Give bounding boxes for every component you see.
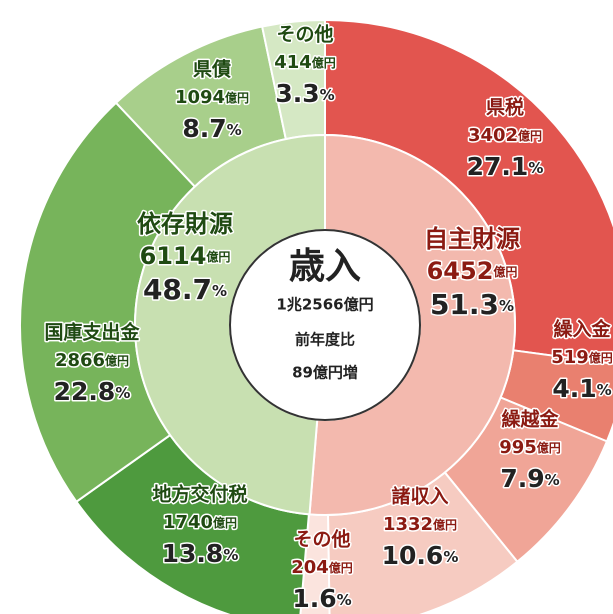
category-label: 依存財源 [137, 210, 233, 238]
category-label: 県税 [486, 96, 524, 119]
amount-unit: 億円 [225, 90, 249, 105]
category-label: 国庫支出金 [44, 321, 140, 344]
comparison-value: 89億円増 [292, 364, 358, 382]
percent-value: 1.6 [292, 584, 336, 613]
amount-value: 414 [274, 52, 312, 73]
percent-value: 4.1 [552, 374, 596, 403]
amount-value: 1332 [383, 514, 433, 535]
amount-unit: 億円 [518, 128, 542, 143]
percent-value: 7.9 [500, 464, 544, 493]
percent-value: 3.3 [275, 79, 319, 108]
amount-value: 6452 [427, 257, 494, 285]
category-label: 繰越金 [501, 408, 559, 431]
category-label: 地方交付税 [152, 483, 247, 506]
amount-value: 2866 [55, 350, 105, 371]
category-label: 自主財源 [424, 225, 520, 253]
category-label: 諸収入 [391, 485, 448, 508]
chart-title: 歳入 [289, 246, 361, 287]
percent-unit: % [337, 591, 352, 609]
category-label: その他 [276, 23, 333, 46]
percent-unit: % [545, 471, 560, 489]
total-label: 1兆2566億円 [276, 296, 373, 314]
amount-unit: 億円 [312, 55, 336, 70]
percent-unit: % [115, 384, 130, 402]
category-label: 県債 [193, 58, 231, 81]
percent-value: 10.6 [382, 541, 444, 570]
amount-value: 1094 [175, 87, 225, 108]
percent-unit: % [597, 381, 612, 399]
percent-unit: % [320, 86, 335, 104]
percent-value: 27.1 [467, 152, 529, 181]
comparison-label: 前年度比 [295, 331, 355, 349]
amount-unit: 億円 [329, 560, 353, 575]
category-label: その他 [293, 528, 350, 551]
amount-unit: 億円 [105, 353, 129, 368]
percent-value: 48.7 [143, 273, 212, 306]
percent-value: 51.3 [430, 288, 499, 321]
percent-value: 8.7 [182, 114, 226, 143]
amount-unit: 億円 [206, 249, 230, 264]
percent-unit: % [528, 159, 543, 177]
percent-value: 13.8 [162, 539, 224, 568]
percent-value: 22.8 [54, 377, 116, 406]
amount-value: 1740 [163, 512, 213, 533]
percent-unit: % [499, 297, 514, 315]
percent-unit: % [212, 282, 227, 300]
category-label: 繰入金 [553, 318, 611, 341]
amount-unit: 億円 [493, 264, 517, 279]
amount-unit: 億円 [213, 515, 237, 530]
amount-value: 519 [551, 347, 589, 368]
amount-value: 204 [291, 557, 329, 578]
percent-unit: % [223, 546, 238, 564]
amount-unit: 億円 [537, 440, 561, 455]
amount-value: 3402 [468, 125, 518, 146]
amount-unit: 億円 [589, 350, 613, 365]
amount-unit: 億円 [433, 517, 457, 532]
amount-value: 6114 [140, 242, 207, 270]
percent-unit: % [227, 121, 242, 139]
revenue-chart: 歳入 1兆2566億円 前年度比 89億円増 県税3402億円27.1%繰入金5… [0, 0, 613, 614]
percent-unit: % [443, 548, 458, 566]
amount-value: 995 [499, 437, 537, 458]
